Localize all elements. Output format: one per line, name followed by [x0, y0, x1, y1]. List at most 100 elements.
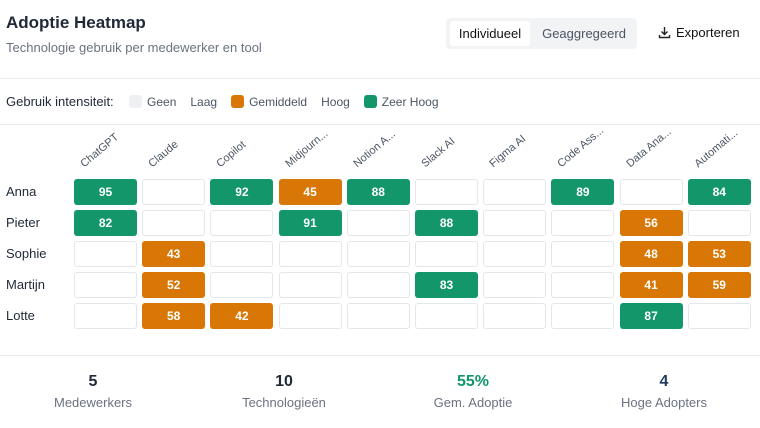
heatmap-cell: 41 [619, 272, 683, 298]
heatmap-cell [74, 272, 137, 298]
heatmap-cell: 84 [687, 179, 751, 205]
heatmap-cell: 43 [142, 241, 206, 267]
heatmap-cell [210, 210, 274, 236]
heatmap-cell [346, 241, 410, 267]
heatmap-cell: 92 [210, 179, 274, 205]
stat-value: 10 [275, 373, 293, 390]
legend-text: Zeer Hoog [381, 95, 439, 109]
column-header: Copilot [214, 138, 249, 170]
legend-item: Zeer Hoog [363, 95, 439, 109]
legend-text: Hoog [321, 95, 350, 109]
heatmap-cell: 87 [619, 303, 683, 329]
heatmap-cell [551, 303, 615, 329]
heatmap-cell [74, 303, 137, 329]
column-header: Automati... [692, 127, 741, 170]
row-label: Martijn [6, 277, 46, 292]
subtitle: Technologie gebruik per medewerker en to… [6, 40, 262, 55]
column-header: ChatGPT [78, 131, 122, 170]
stat-label: Gem. Adoptie [433, 395, 513, 410]
legend-swatch [363, 95, 377, 108]
stat-value: 4 [659, 373, 669, 390]
heatmap-cell: 89 [551, 179, 615, 205]
toggle-geaggregeerd[interactable]: Geaggregeerd [542, 26, 626, 41]
legend-item: Gemiddeld [231, 95, 307, 109]
stat-label: Medewerkers [53, 395, 133, 410]
legend-label: Gebruik intensiteit: [6, 94, 114, 109]
heatmap-cell: 95 [74, 179, 137, 205]
column-header: Code Ass... [555, 124, 607, 170]
heatmap-cell [142, 179, 206, 205]
row-label: Anna [6, 184, 37, 199]
legend-item: Geen [129, 95, 176, 109]
legend-item: Laag [190, 95, 217, 109]
legend-text: Geen [147, 95, 177, 109]
column-header: Slack AI [419, 135, 458, 170]
column-header: Midjourn... [282, 127, 330, 170]
row-label: Lotte [6, 308, 35, 323]
heatmap-cell [142, 210, 206, 236]
heatmap-cell: 53 [687, 241, 751, 267]
heatmap-cell [483, 272, 547, 298]
heatmap-cell [551, 241, 615, 267]
column-header: Notion A... [351, 128, 398, 170]
legend-swatch [129, 95, 143, 108]
heatmap-cell [278, 241, 342, 267]
divider [0, 78, 760, 79]
heatmap-cell [483, 303, 547, 329]
divider [0, 355, 760, 356]
heatmap-cell [278, 272, 342, 298]
heatmap-cell [346, 272, 410, 298]
heatmap-cell: 42 [210, 303, 274, 329]
legend-item: Hoog [321, 95, 350, 109]
heatmap-cell [483, 179, 547, 205]
heatmap-cell [619, 179, 683, 205]
download-icon [658, 27, 671, 39]
heatmap-cell: 45 [278, 179, 342, 205]
column-header: Claude [146, 138, 181, 170]
heatmap-cell [415, 241, 478, 267]
heatmap-cell: 82 [74, 210, 137, 236]
stat-value: 55% [456, 373, 490, 390]
heatmap-cell: 59 [687, 272, 751, 298]
legend-text: Laag [190, 95, 218, 109]
legend-text: Gemiddeld [249, 95, 308, 109]
column-header: Data Ana... [623, 125, 674, 170]
column-header: Figma AI [487, 132, 529, 170]
export-label: Exporteren [676, 25, 740, 40]
row-label: Sophie [6, 246, 47, 261]
heatmap-cell [210, 241, 274, 267]
heatmap-cell: 52 [142, 272, 206, 298]
toggle-individueel[interactable]: Individueel [450, 21, 530, 46]
heatmap-cell [415, 303, 478, 329]
heatmap-cell [346, 303, 410, 329]
heatmap-cell [210, 272, 274, 298]
heatmap-cell [346, 210, 410, 236]
stat-label: Technologieën [242, 395, 326, 410]
heatmap-cell [415, 179, 478, 205]
export-button[interactable]: Exporteren [658, 25, 740, 40]
heatmap-cell [278, 303, 342, 329]
heatmap-cell: 91 [278, 210, 342, 236]
row-label: Pieter [6, 215, 40, 230]
stat-label: Hoge Adopters [620, 395, 707, 410]
heatmap-cell [551, 272, 615, 298]
heatmap-cell [74, 241, 137, 267]
heatmap-cell [483, 241, 547, 267]
heatmap-cell: 56 [619, 210, 683, 236]
heatmap-cell: 88 [415, 210, 478, 236]
heatmap-cell [687, 210, 751, 236]
heatmap-cell: 83 [415, 272, 478, 298]
legend: Gebruik intensiteit: Geen Laag Gemiddeld Ho… [6, 94, 453, 109]
stat-value: 5 [88, 373, 98, 390]
title: Adoptie Heatmap [6, 13, 146, 32]
heatmap-cell [483, 210, 547, 236]
legend-swatch [231, 95, 245, 108]
heatmap-cell: 88 [346, 179, 410, 205]
heatmap-cell: 58 [142, 303, 206, 329]
divider [0, 124, 760, 125]
heatmap-cell [551, 210, 615, 236]
heatmap-cell: 48 [619, 241, 683, 267]
heatmap-cell [687, 303, 751, 329]
toggle-group: Individueel Geaggregeerd [446, 18, 637, 49]
